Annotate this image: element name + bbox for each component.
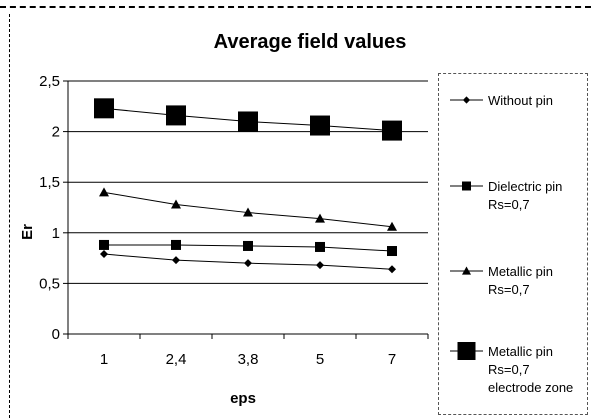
y-tick-label: 1,5 bbox=[39, 174, 60, 191]
series-layer bbox=[94, 98, 402, 274]
legend-label: Rs=0,7 bbox=[488, 362, 530, 377]
data-point bbox=[387, 246, 397, 257]
data-point bbox=[388, 265, 396, 274]
legend-item: Metallic pin Rs=0,7 electrode zone bbox=[450, 342, 573, 395]
x-ticks: 1 2,4 3,8 5 7 bbox=[67, 334, 429, 368]
legend-marker bbox=[462, 266, 471, 275]
outer-frame-top bbox=[0, 6, 591, 8]
legend-box bbox=[438, 73, 588, 415]
series-2 bbox=[99, 239, 397, 257]
data-point bbox=[310, 115, 330, 136]
data-point bbox=[171, 199, 181, 209]
y-ticks: 0 0,5 1 1,5 2 2,5 bbox=[39, 73, 68, 343]
data-point bbox=[171, 239, 181, 250]
data-point bbox=[315, 241, 325, 252]
x-tick-label: 5 bbox=[316, 351, 324, 368]
data-point bbox=[387, 221, 397, 231]
legend-label: Dielectric pin bbox=[488, 179, 562, 194]
legend-label: Metallic pin bbox=[488, 264, 553, 279]
legend-label: Rs=0,7 bbox=[488, 282, 530, 297]
data-point bbox=[244, 259, 252, 268]
legend-label: Metallic pin bbox=[488, 344, 553, 359]
data-point bbox=[172, 256, 180, 265]
data-point bbox=[166, 105, 186, 126]
data-point bbox=[94, 98, 114, 119]
y-tick-label: 2,5 bbox=[39, 73, 60, 90]
legend-marker bbox=[462, 96, 471, 104]
legend-item: Metallic pin Rs=0,7 bbox=[450, 264, 553, 297]
y-tick-label: 0,5 bbox=[39, 275, 60, 292]
legend-marker bbox=[457, 342, 476, 360]
y-tick-label: 0 bbox=[52, 326, 60, 343]
data-point bbox=[243, 240, 253, 251]
x-tick-label: 7 bbox=[388, 351, 396, 368]
outer-frame-left bbox=[9, 14, 10, 418]
x-tick-label: 3,8 bbox=[238, 351, 259, 368]
x-axis-label: eps bbox=[230, 390, 256, 407]
legend-item: Dielectric pin Rs=0,7 bbox=[450, 179, 562, 212]
y-tick-label: 1 bbox=[52, 225, 60, 242]
chart-title: Average field values bbox=[214, 31, 407, 53]
x-tick-label: 2,4 bbox=[166, 351, 187, 368]
y-axis-label: Er bbox=[19, 224, 36, 240]
legend-label: Without pin bbox=[488, 93, 553, 108]
data-point bbox=[99, 187, 109, 197]
legend-label: Rs=0,7 bbox=[488, 197, 530, 212]
data-point bbox=[99, 239, 109, 250]
legend-marker bbox=[462, 181, 471, 191]
legend-label: electrode zone bbox=[488, 380, 573, 395]
series-4 bbox=[94, 98, 402, 141]
data-point bbox=[315, 213, 325, 223]
data-point bbox=[100, 250, 108, 259]
data-point bbox=[243, 207, 253, 217]
data-point bbox=[316, 261, 324, 270]
x-tick-label: 1 bbox=[100, 351, 108, 368]
grid-lines bbox=[68, 80, 428, 284]
data-point bbox=[238, 111, 258, 132]
legend-item: Without pin bbox=[450, 93, 553, 108]
data-point bbox=[382, 120, 402, 141]
y-tick-label: 2 bbox=[52, 124, 60, 141]
series-3 bbox=[99, 187, 397, 231]
series-1 bbox=[100, 250, 396, 274]
